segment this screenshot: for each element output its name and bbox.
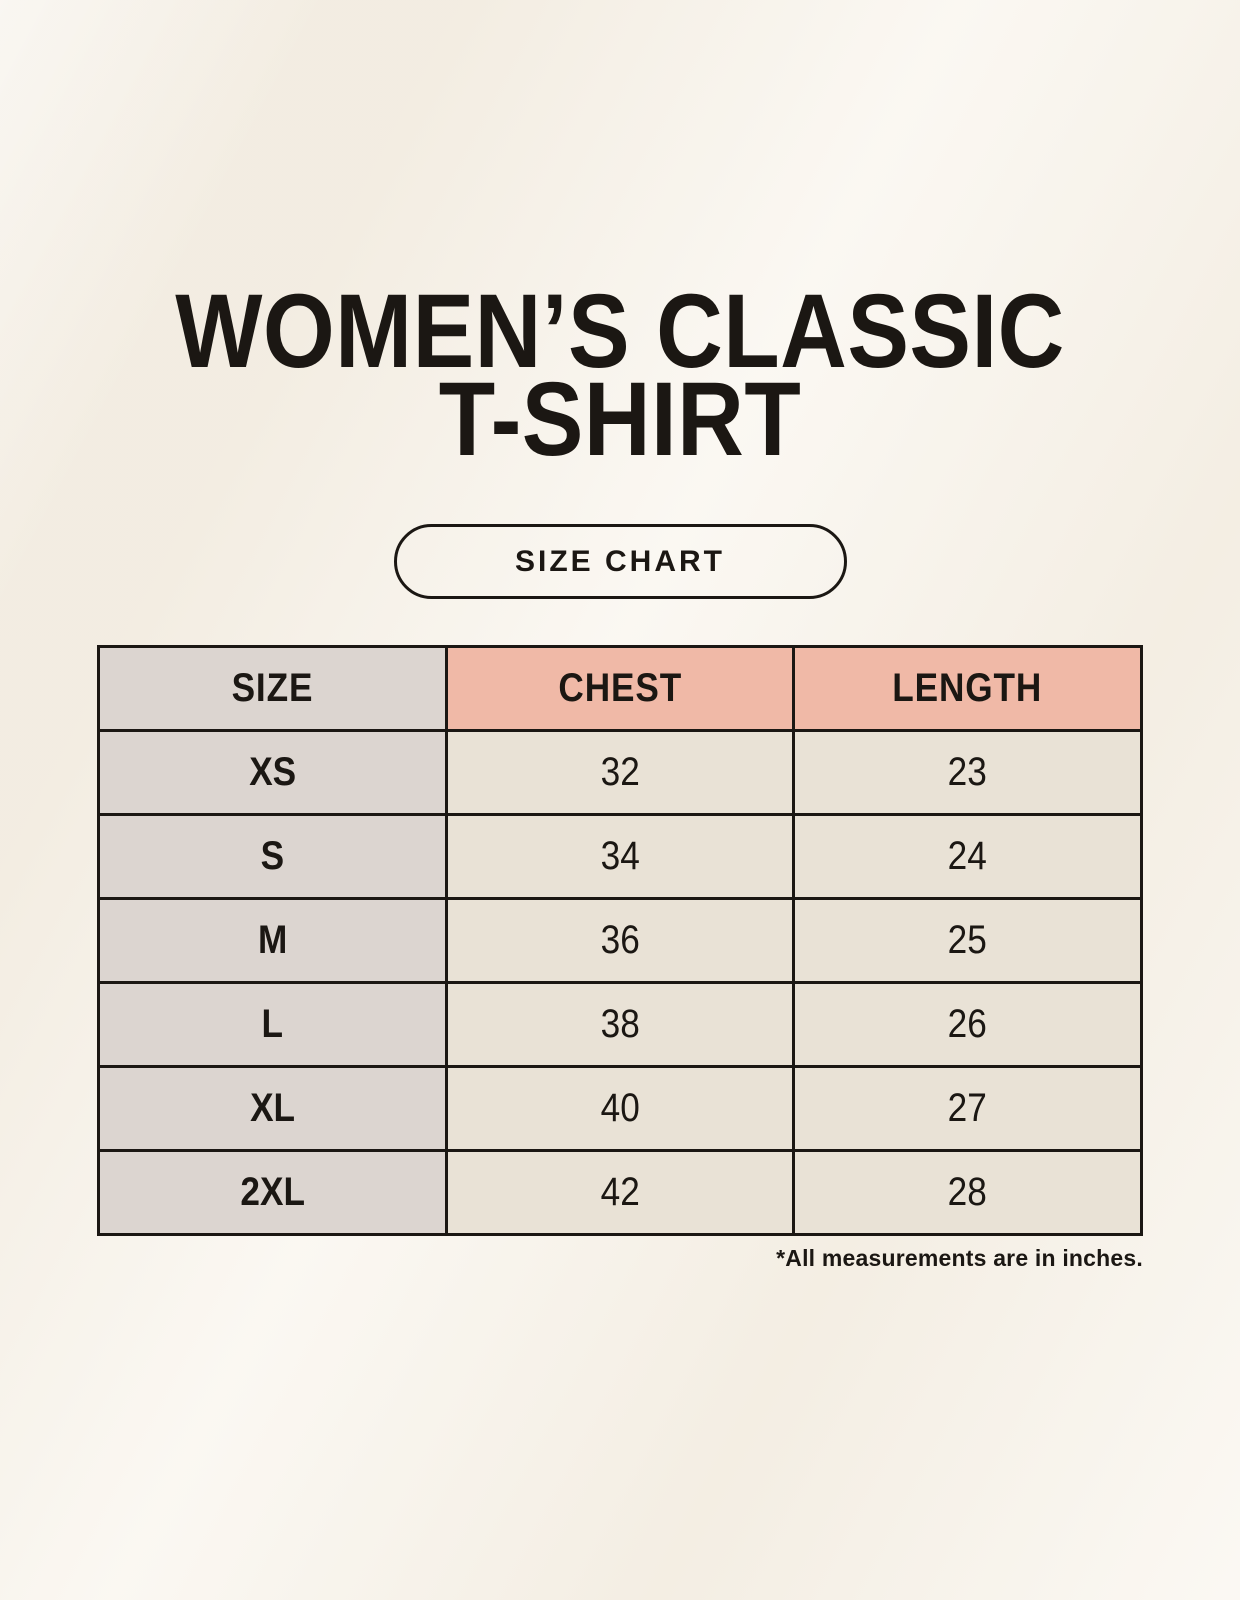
length-cell: 24 <box>792 813 1143 901</box>
column-header-length-label: LENGTH <box>892 666 1043 711</box>
size-cell: XL <box>97 1065 448 1153</box>
chest-value: 36 <box>600 918 640 963</box>
size-value: L <box>261 1002 284 1047</box>
size-value: S <box>260 834 285 879</box>
footnote: *All measurements are in inches. <box>776 1245 1143 1272</box>
chest-value: 42 <box>600 1170 640 1215</box>
page-title: WOMEN’S CLASSIC T-SHIRT <box>74 273 1165 479</box>
chest-value: 40 <box>600 1086 640 1131</box>
column-header-size: SIZE <box>97 645 448 733</box>
length-cell: 26 <box>792 981 1143 1069</box>
length-value: 27 <box>948 1086 988 1131</box>
chest-cell: 42 <box>444 1149 796 1237</box>
size-value: XL <box>249 1086 295 1131</box>
length-cell: 23 <box>792 729 1143 817</box>
column-header-chest-label: CHEST <box>558 666 682 711</box>
size-table-body: XS 32 23 S 34 24 M 36 25 L 38 26 XL 40 2… <box>97 729 1143 1237</box>
table-header-row: SIZE CHEST LENGTH <box>97 645 1143 733</box>
chest-cell: 36 <box>444 897 796 985</box>
chest-value: 32 <box>600 750 640 795</box>
page-title-line2: T-SHIRT <box>438 361 802 479</box>
length-cell: 25 <box>792 897 1143 985</box>
size-table-head: SIZE CHEST LENGTH <box>97 645 1143 733</box>
size-value: 2XL <box>240 1170 305 1215</box>
size-table: SIZE CHEST LENGTH XS 32 23 S 34 24 M 36 … <box>97 645 1143 1237</box>
size-cell: M <box>97 897 448 985</box>
size-chart-badge[interactable]: SIZE CHART <box>393 524 847 600</box>
table-row-m: M 36 25 <box>97 897 1143 985</box>
table-row-xs: XS 32 23 <box>97 729 1143 817</box>
table-row-xl: XL 40 27 <box>97 1065 1143 1153</box>
table-row-2xl: 2XL 42 28 <box>97 1149 1143 1237</box>
title-block: WOMEN’S CLASSIC T-SHIRT <box>0 0 1240 479</box>
length-value: 25 <box>948 918 988 963</box>
chest-cell: 32 <box>444 729 796 817</box>
size-value: XS <box>248 750 296 795</box>
column-header-size-label: SIZE <box>231 666 314 711</box>
length-value: 24 <box>948 834 988 879</box>
chest-value: 34 <box>600 834 640 879</box>
size-cell: S <box>97 813 448 901</box>
length-value: 23 <box>948 750 988 795</box>
size-value: M <box>257 918 287 963</box>
size-cell: 2XL <box>97 1149 448 1237</box>
length-value: 28 <box>948 1170 988 1215</box>
size-cell: L <box>97 981 448 1069</box>
size-cell: XS <box>97 729 448 817</box>
column-header-length: LENGTH <box>792 645 1143 733</box>
chest-cell: 34 <box>444 813 796 901</box>
chest-cell: 40 <box>444 1065 796 1153</box>
length-cell: 28 <box>792 1149 1143 1237</box>
page-title-line1: WOMEN’S CLASSIC <box>175 273 1065 390</box>
column-header-chest: CHEST <box>444 645 796 733</box>
length-value: 26 <box>948 1002 988 1047</box>
chest-cell: 38 <box>444 981 796 1069</box>
table-row-l: L 38 26 <box>97 981 1143 1069</box>
size-chart-badge-label: SIZE CHART <box>515 544 725 578</box>
table-row-s: S 34 24 <box>97 813 1143 901</box>
length-cell: 27 <box>792 1065 1143 1153</box>
chest-value: 38 <box>600 1002 640 1047</box>
